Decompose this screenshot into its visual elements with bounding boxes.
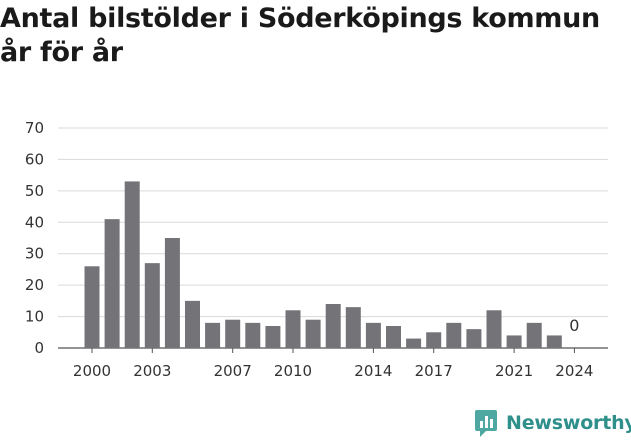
bar-2009	[265, 326, 281, 348]
bar-2022	[526, 322, 542, 348]
x-tick-label-2007: 2007	[214, 362, 252, 380]
x-tick-label-2010: 2010	[274, 362, 312, 380]
bar-2001	[104, 219, 120, 348]
brand-name: Newsworthy	[506, 412, 631, 434]
bar-2021	[506, 335, 522, 348]
chart-title-line-2: år för år	[0, 37, 123, 68]
y-tick-label-40: 40	[25, 213, 44, 231]
y-tick-label-10: 10	[25, 308, 44, 326]
bar-2011	[305, 319, 321, 348]
bar-2017	[426, 332, 442, 348]
y-tick-label-50: 50	[25, 182, 44, 200]
x-tick-label-2000: 2000	[73, 362, 111, 380]
bar-2008	[245, 322, 261, 348]
bar-2014	[365, 322, 381, 348]
y-tick-label-60: 60	[25, 150, 44, 168]
bar-2000	[84, 266, 100, 348]
y-tick-label-30: 30	[25, 245, 44, 263]
data-labels: 0	[569, 316, 579, 335]
chart-title: Antal bilstölder i Söderköpings kommun å…	[0, 2, 631, 70]
bar-2013	[345, 307, 361, 348]
x-tick-label-2014: 2014	[354, 362, 392, 380]
bar-2018	[446, 322, 462, 348]
newsworthy-logo: Newsworthy	[474, 406, 631, 440]
bar-2020	[486, 310, 502, 348]
y-axis: 0 10 20 30 40 50 60 70	[25, 119, 44, 357]
newsworthy-icon	[475, 410, 497, 437]
bar-2006	[205, 322, 221, 348]
bar-2004	[164, 238, 180, 348]
y-tick-label-0: 0	[34, 339, 44, 357]
bar-2003	[144, 263, 160, 348]
bar-2019	[466, 329, 482, 348]
bar-2012	[325, 304, 341, 348]
y-tick-label-70: 70	[25, 119, 44, 137]
bar-2005	[185, 300, 200, 348]
x-tick-label-2024: 2024	[555, 362, 593, 380]
bar-2023	[546, 335, 562, 348]
bar-2015	[386, 326, 401, 348]
bar-2010	[285, 310, 301, 348]
y-tick-label-20: 20	[25, 276, 44, 294]
x-tick-label-2003: 2003	[133, 362, 171, 380]
x-tick-label-2017: 2017	[415, 362, 453, 380]
bar-2002	[124, 181, 140, 348]
bars	[84, 181, 562, 348]
data-label-2024: 0	[569, 316, 579, 335]
bar-2007	[225, 319, 241, 348]
x-axis: 2000 2003 2007 2010 2014 2017 2021 2024	[73, 348, 593, 380]
chart-title-line-1: Antal bilstölder i Söderköpings kommun	[0, 3, 600, 34]
x-tick-label-2021: 2021	[495, 362, 533, 380]
bar-2016	[406, 338, 422, 348]
